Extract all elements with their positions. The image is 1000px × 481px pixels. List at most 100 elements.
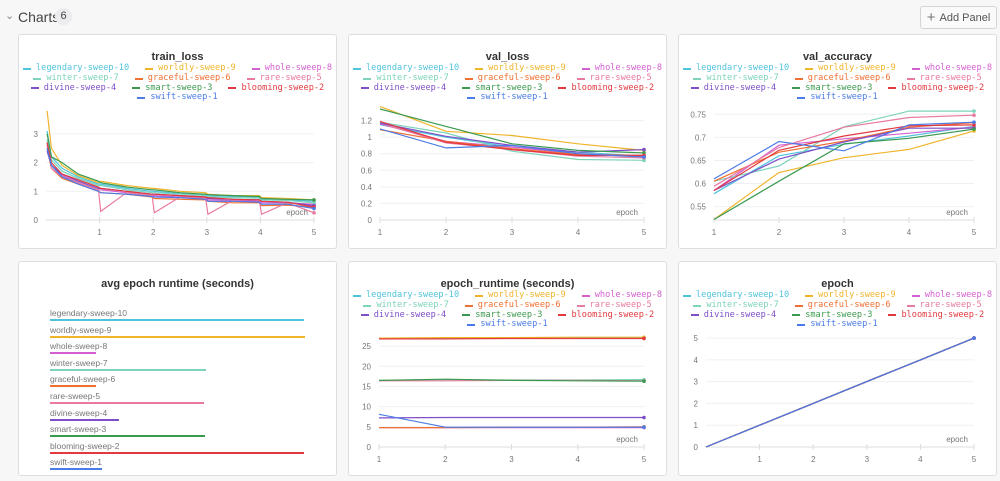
series-endpoint[interactable]: [642, 425, 646, 430]
series-line[interactable]: [379, 128, 645, 158]
legend-item[interactable]: rare-sweep-5: [246, 73, 322, 84]
legend-item[interactable]: swift-sweep-1: [797, 93, 878, 103]
series-line[interactable]: [713, 121, 975, 180]
legend-item[interactable]: smart-sweep-3: [462, 310, 542, 321]
bar[interactable]: [50, 402, 205, 404]
bar[interactable]: [50, 368, 207, 371]
legend-item[interactable]: legendary-sweep-10: [352, 63, 459, 74]
legend-item[interactable]: blooming-sweep-2: [888, 83, 984, 94]
series-line[interactable]: [46, 148, 315, 210]
series-line[interactable]: [46, 142, 315, 208]
legend-item[interactable]: graceful-sweep-6: [134, 73, 231, 84]
section-title[interactable]: Charts: [18, 9, 60, 25]
series-line[interactable]: [378, 336, 644, 339]
series-line[interactable]: [378, 413, 644, 428]
legend-item[interactable]: graceful-sweep-6: [794, 300, 891, 311]
legend-item[interactable]: blooming-sweep-2: [558, 310, 654, 321]
series-endpoint[interactable]: [642, 155, 646, 159]
panel-avg-epoch-runtime[interactable]: avg epoch runtime (seconds) legendary-swe…: [18, 261, 337, 476]
legend-item[interactable]: blooming-sweep-2: [888, 310, 984, 321]
legend-item[interactable]: smart-sweep-3: [792, 310, 872, 321]
legend-item[interactable]: winter-sweep-7: [693, 73, 779, 84]
series-line[interactable]: [379, 120, 644, 157]
series-endpoint[interactable]: [312, 198, 316, 202]
legend-item[interactable]: worldly-sweep-9: [805, 290, 896, 301]
legend-item[interactable]: winter-sweep-7: [693, 300, 779, 311]
series-endpoint[interactable]: [972, 123, 976, 127]
legend-item[interactable]: worldly-sweep-9: [145, 63, 236, 74]
series-line[interactable]: [713, 127, 974, 192]
legend-item[interactable]: divine-sweep-4: [690, 83, 776, 94]
series-endpoint[interactable]: [642, 379, 646, 384]
bar[interactable]: [50, 435, 206, 438]
legend-item[interactable]: swift-sweep-1: [797, 320, 878, 330]
legend-item[interactable]: swift-sweep-1: [137, 93, 218, 103]
bar[interactable]: [50, 468, 102, 471]
panel-epoch-runtime[interactable]: epoch_runtime (seconds) legendary-sweep-1…: [348, 261, 667, 476]
legend-item[interactable]: worldly-sweep-9: [805, 63, 896, 74]
legend-item[interactable]: rare-sweep-5: [906, 300, 982, 311]
legend-item[interactable]: graceful-sweep-6: [464, 300, 561, 311]
legend-item[interactable]: whole-sweep-8: [581, 290, 662, 301]
legend-item[interactable]: whole-sweep-8: [911, 63, 992, 74]
legend-item[interactable]: blooming-sweep-2: [228, 83, 324, 94]
legend-item[interactable]: divine-sweep-4: [30, 83, 116, 94]
legend-item[interactable]: legendary-sweep-10: [22, 63, 129, 74]
series-line[interactable]: [713, 130, 975, 220]
legend-item[interactable]: rare-sweep-5: [576, 300, 652, 311]
bar[interactable]: [50, 418, 119, 421]
series-endpoint[interactable]: [972, 109, 976, 113]
series-endpoint[interactable]: [972, 120, 976, 124]
panel-val-accuracy[interactable]: val_accuracy legendary-sweep-10 worldly-sw…: [678, 34, 997, 249]
legend-item[interactable]: rare-sweep-5: [576, 73, 652, 84]
legend-item[interactable]: winter-sweep-7: [363, 73, 449, 84]
series-line[interactable]: [705, 337, 975, 448]
series-line[interactable]: [713, 128, 975, 221]
legend-item[interactable]: divine-sweep-4: [690, 310, 776, 321]
series-endpoint[interactable]: [642, 336, 646, 341]
legend-item[interactable]: worldly-sweep-9: [475, 290, 566, 301]
legend-item[interactable]: legendary-sweep-10: [682, 63, 789, 74]
legend-item[interactable]: whole-sweep-8: [251, 63, 332, 74]
bar[interactable]: [50, 352, 97, 355]
series-endpoint[interactable]: [972, 113, 976, 118]
series-line[interactable]: [713, 126, 975, 191]
series-endpoint[interactable]: [642, 158, 646, 163]
legend-item[interactable]: winter-sweep-7: [363, 300, 449, 311]
legend-item[interactable]: graceful-sweep-6: [464, 73, 561, 84]
series-line[interactable]: [713, 114, 975, 187]
series-line[interactable]: [46, 139, 315, 204]
series-line[interactable]: [379, 108, 645, 154]
series-endpoint[interactable]: [972, 127, 976, 131]
chevron-down-icon[interactable]: ⌄: [5, 10, 15, 22]
panel-val-loss[interactable]: val_loss legendary-sweep-10 worldly-sweep-…: [348, 34, 667, 249]
legend-item[interactable]: divine-sweep-4: [360, 83, 446, 94]
legend-item[interactable]: graceful-sweep-6: [794, 73, 891, 84]
bar[interactable]: [50, 335, 305, 338]
series-line[interactable]: [379, 121, 645, 161]
legend-item[interactable]: smart-sweep-3: [792, 83, 872, 94]
legend-item[interactable]: divine-sweep-4: [360, 310, 446, 321]
legend-item[interactable]: blooming-sweep-2: [558, 83, 654, 94]
series-line[interactable]: [378, 378, 645, 382]
legend-item[interactable]: winter-sweep-7: [33, 73, 119, 84]
legend-item[interactable]: whole-sweep-8: [581, 63, 662, 74]
series-line[interactable]: [46, 133, 315, 201]
series-endpoint[interactable]: [312, 211, 316, 215]
panel-epoch[interactable]: epoch legendary-sweep-10 worldly-sweep-9 wh…: [678, 261, 997, 476]
add-panel-button[interactable]: + Add Panel: [920, 6, 997, 29]
legend-item[interactable]: legendary-sweep-10: [682, 290, 789, 301]
legend-item[interactable]: whole-sweep-8: [911, 290, 992, 301]
legend-item[interactable]: smart-sweep-3: [132, 83, 212, 94]
legend-item[interactable]: smart-sweep-3: [462, 83, 542, 94]
bar[interactable]: [50, 319, 305, 321]
series-endpoint[interactable]: [642, 147, 646, 152]
legend-item[interactable]: rare-sweep-5: [906, 73, 982, 84]
series-endpoint[interactable]: [972, 336, 976, 340]
series-endpoint[interactable]: [312, 200, 316, 205]
legend-item[interactable]: swift-sweep-1: [467, 320, 548, 330]
legend-item[interactable]: worldly-sweep-9: [475, 63, 566, 74]
series-line[interactable]: [379, 105, 645, 151]
series-line[interactable]: [46, 110, 315, 201]
bar[interactable]: [50, 451, 305, 454]
